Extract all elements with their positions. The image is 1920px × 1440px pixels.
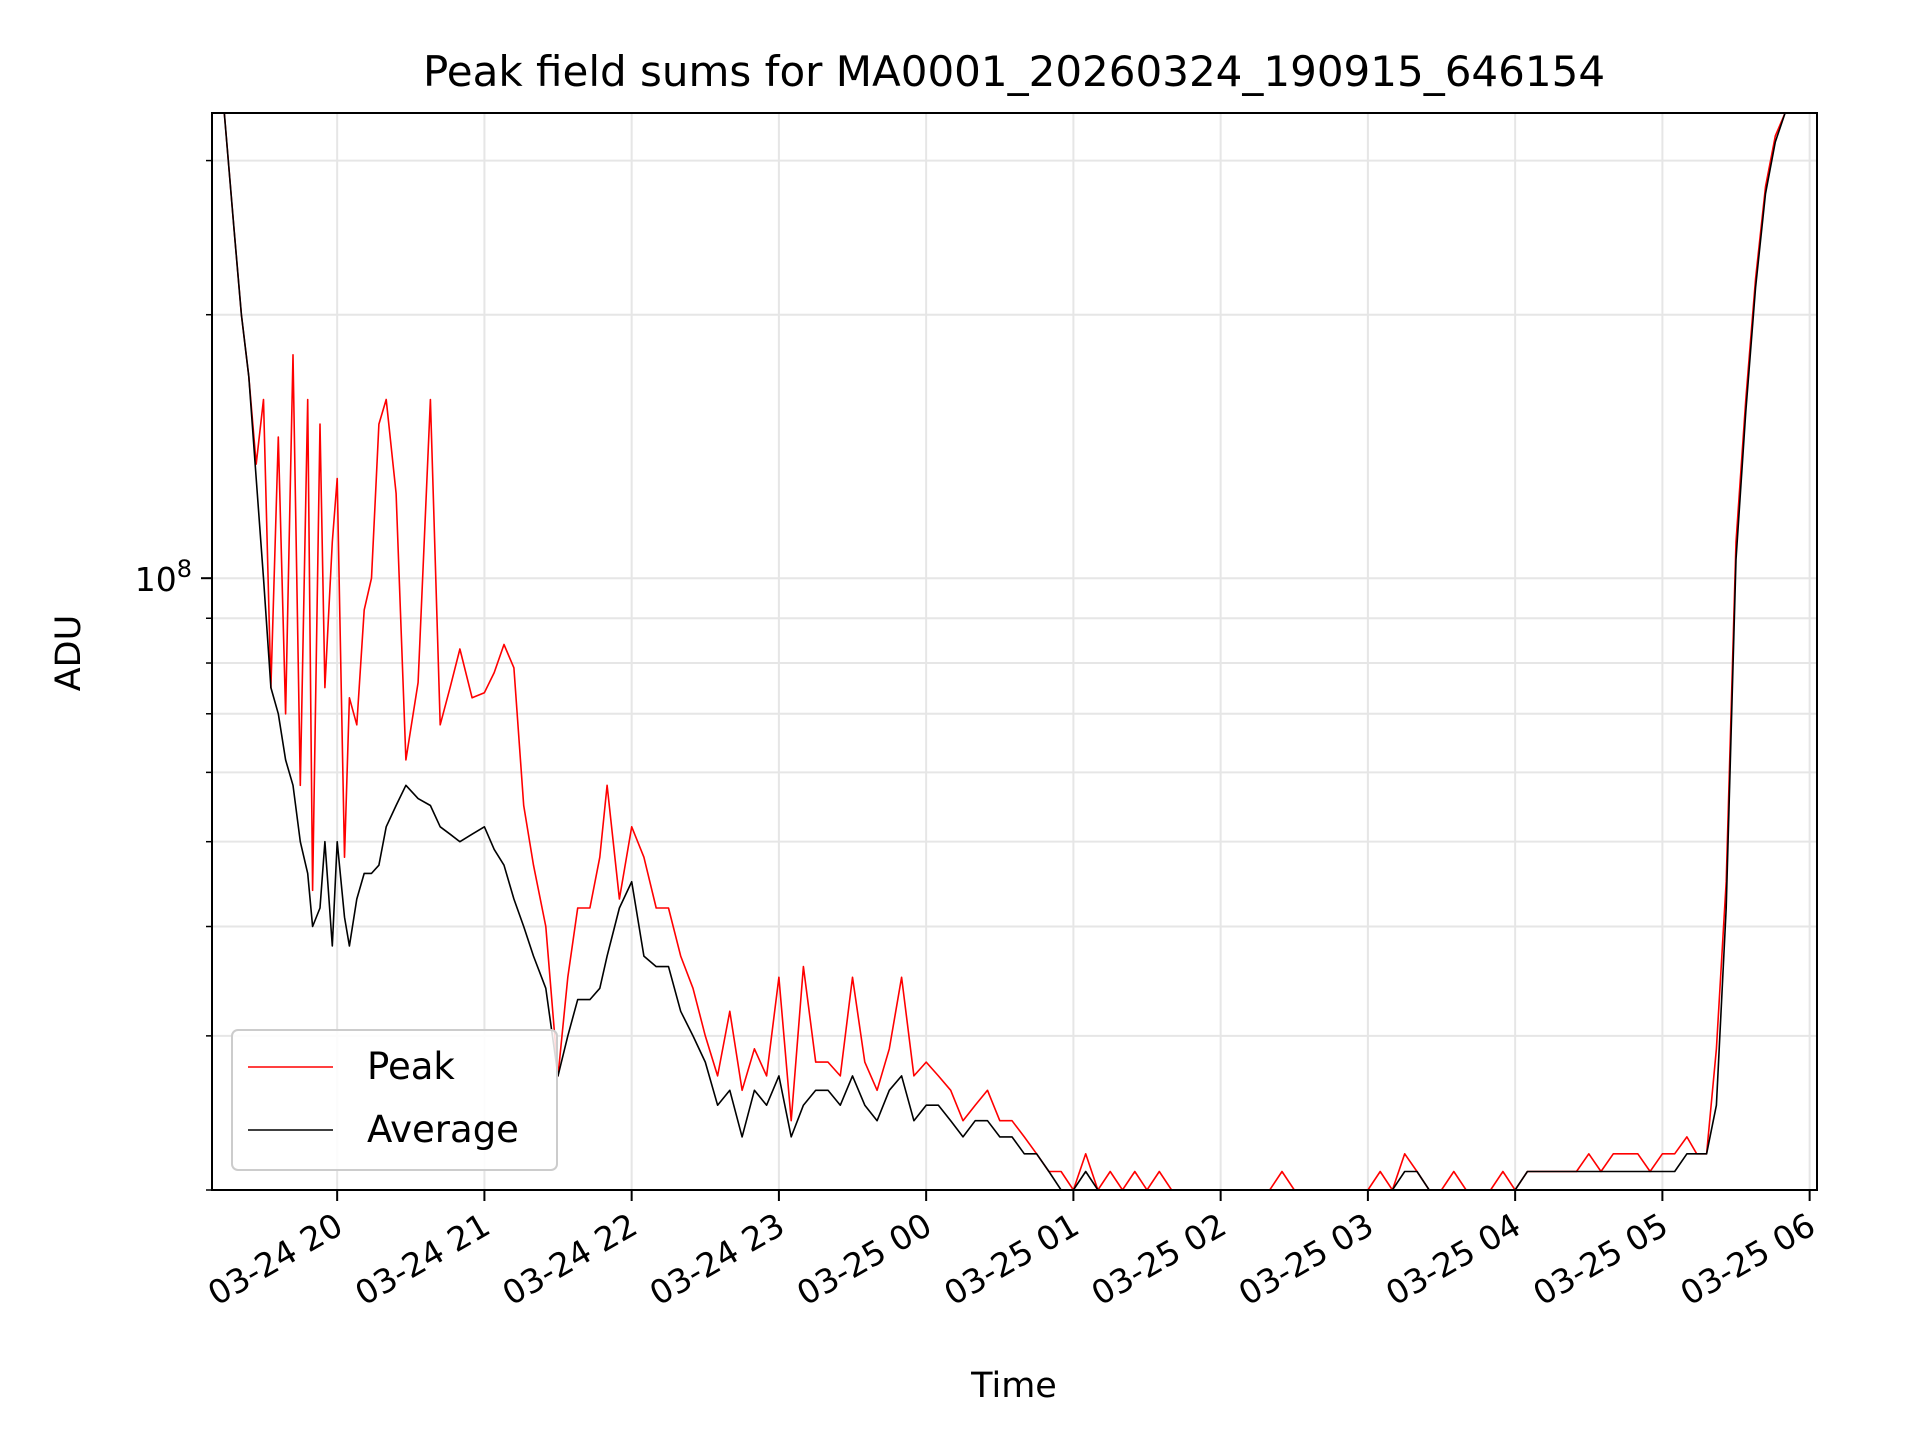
x-tick-label: 03-24 22	[496, 1205, 644, 1313]
series-group	[212, 113, 1795, 1190]
y-axis-ticks: 108	[135, 159, 212, 1191]
x-tick-label: 03-24 20	[201, 1205, 349, 1313]
y-tick-label: 108	[135, 555, 192, 599]
x-tick-label: 03-25 06	[1674, 1205, 1822, 1313]
series-line-peak	[212, 113, 1795, 1190]
legend-peak-label: Peak	[367, 1045, 455, 1088]
x-tick-label: 03-25 05	[1526, 1205, 1674, 1313]
series-line-average	[212, 113, 1795, 1190]
legend-average-label: Average	[367, 1108, 519, 1151]
chart-title: Peak field sums for MA0001_20260324_1909…	[423, 47, 1605, 96]
x-tick-label: 03-25 04	[1379, 1205, 1527, 1313]
x-axis-label: Time	[970, 1366, 1057, 1406]
x-tick-label: 03-25 00	[790, 1205, 938, 1313]
x-tick-label: 03-24 21	[348, 1205, 496, 1313]
x-tick-label: 03-25 03	[1232, 1205, 1380, 1313]
legend-box	[231, 1029, 558, 1171]
plot-frame	[211, 112, 1818, 1191]
x-axis-ticks: 03-24 20 03-24 21 03-24 22 03-24 23 03-25 00…	[201, 1190, 1822, 1313]
grid	[212, 113, 1817, 1191]
x-tick-label: 03-25 02	[1085, 1205, 1233, 1313]
x-tick-label: 03-24 23	[643, 1205, 791, 1313]
x-tick-label: 03-25 01	[937, 1205, 1085, 1313]
legend: Peak Average	[231, 1029, 558, 1171]
y-axis-label: ADU	[49, 615, 89, 692]
